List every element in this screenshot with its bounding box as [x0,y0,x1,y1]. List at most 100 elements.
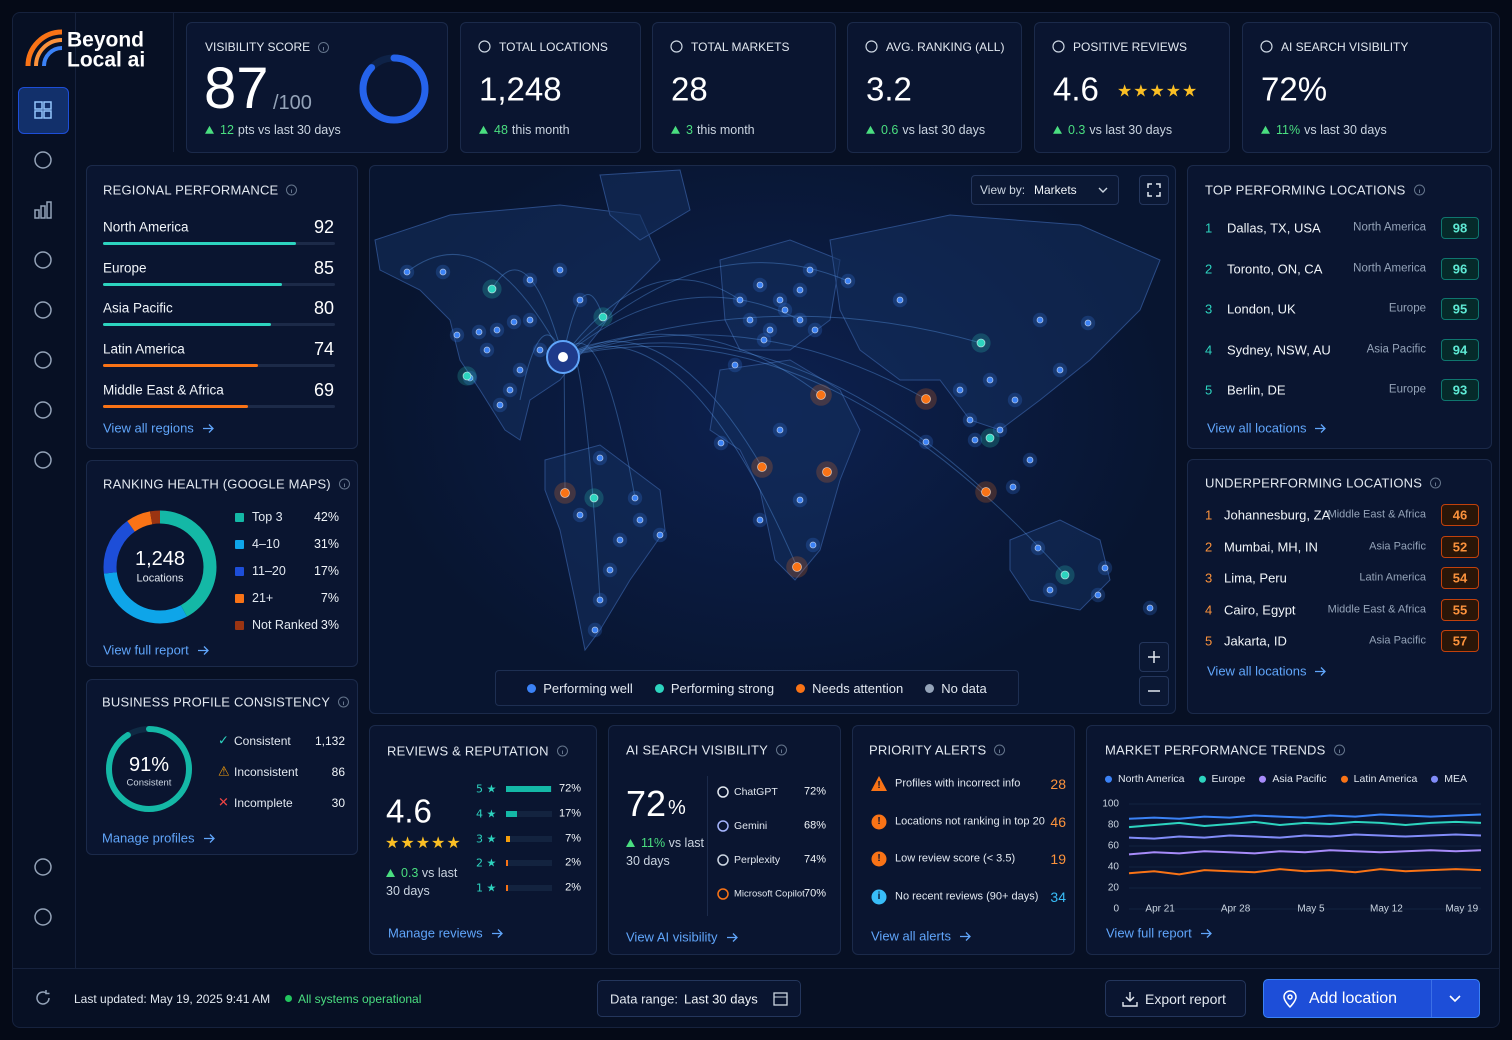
export-button[interactable]: Export report [1105,980,1246,1017]
delta-note: vs last 30 days [1304,122,1387,137]
location-dot [822,467,832,477]
location-name: London, UK [1227,301,1296,317]
kpi-title: AVG. RANKING (ALL) [886,41,1004,53]
location-dot [956,386,964,394]
legend-dot [796,683,806,693]
link[interactable]: View all locations [1207,665,1327,678]
info-icon [338,478,350,490]
view-by-dropdown[interactable]: View by: Markets [971,175,1119,205]
arrow-icon [202,423,214,433]
x-tick-label: May 5 [1297,904,1325,915]
location-dot [487,284,497,294]
download-icon [1122,992,1138,1007]
score: 96 [1452,261,1468,276]
connection-arc [562,279,741,358]
up-triangle [866,126,875,134]
ring-value-label: 91% [128,754,170,776]
icon-shape [34,451,52,469]
continent [709,359,861,581]
location-name: Dallas, TX, USA [1227,220,1321,236]
legend-label: Needs attention [812,680,904,696]
arrow [202,423,214,433]
legend-item: Performing strong [654,682,774,695]
kpi-delta: 48 this month [479,124,570,137]
link[interactable]: Manage profiles [102,832,215,845]
location-dot [1084,319,1092,327]
location-dot [591,626,599,634]
zoom-out-button[interactable] [1139,676,1169,706]
location-dot [1046,586,1054,594]
location-dot [616,536,624,544]
dist-bar [506,885,508,892]
legend-swatch [235,512,244,522]
link[interactable]: Manage reviews [388,927,503,940]
legend-item: Latin America [1340,774,1417,785]
location-name: Toronto, ON, CA [1227,261,1323,276]
info-icon [1413,184,1425,196]
link[interactable]: View full report [1106,927,1212,940]
legend-value: 7% [320,590,339,605]
delta-note: vs last 30 days [1089,122,1173,137]
location-name: Berlin, DE [1227,382,1286,398]
info-icon [1333,744,1345,756]
map-legend: Performing well Performing strong Needs at… [495,670,1019,706]
fullscreen-button[interactable] [1139,175,1169,205]
panel-title: MARKET PERFORMANCE TRENDS [1105,744,1345,757]
alert-shape [871,814,887,830]
link[interactable]: View all locations [1207,422,1327,435]
legend-label: No data [941,680,987,696]
dist-label: 2 ★ [476,856,497,870]
divider [707,776,708,916]
kpi-icon [670,40,683,53]
link[interactable]: View full report [103,644,209,657]
kpi-delta: 0.3 vs last 30 days [1053,124,1172,137]
rank: 5 [1205,633,1213,649]
footer-divider [12,968,1500,969]
location-dot [756,516,764,524]
location-dot [776,296,784,304]
ai-value: 72 [626,783,667,824]
link[interactable]: View all alerts [871,930,971,943]
legend-item: MEA [1431,774,1467,785]
panel-title: PRIORITY ALERTS [869,744,1006,757]
region-score: 92 [313,217,334,237]
logo-shape [717,820,729,832]
link[interactable]: View all regions [103,422,214,435]
grid-square [34,101,43,110]
location-dot [1034,544,1042,552]
link-text: Manage profiles [102,830,195,846]
status-icon: ⚠ [218,764,230,780]
location-region: Middle East & Africa [1327,508,1426,521]
kpi-icon [1260,40,1273,53]
regional-panel: REGIONAL PERFORMANCE North America 92 Europ… [86,165,358,449]
panel-title: TOP PERFORMING LOCATIONS [1205,184,1425,197]
alert-icon [871,851,887,867]
donut-segment [103,510,217,624]
nav-icon [34,251,52,269]
add-location-button[interactable]: Add location [1263,979,1480,1018]
title-text: TOP PERFORMING LOCATIONS [1205,182,1406,198]
legend-dot [1431,775,1439,783]
panel-title: BUSINESS PROFILE CONSISTENCY [102,696,350,709]
dot [654,683,664,693]
panel-title: AI SEARCH VISIBILITY [626,744,787,757]
button-divider [1431,980,1432,1017]
legend-swatch [235,593,244,603]
connection-arc [491,269,564,358]
sidebar [12,12,76,968]
rank: 5 [1205,382,1213,398]
rank: 4 [1205,342,1213,357]
location-dot [976,338,986,348]
location-dot [776,426,784,434]
nav-icon [34,451,52,469]
kpi-value: 28 [671,70,708,108]
date-range[interactable]: Data range: Last 30 days [597,980,801,1017]
info-circle [286,184,298,196]
link[interactable]: View AI visibility [626,931,738,944]
zoom-in-button[interactable] [1139,642,1169,672]
nav-icon [34,908,52,926]
region-name: Latin America [103,341,185,357]
kpi-title-text: TOTAL MARKETS [691,40,790,54]
alert-glyph: ! [877,780,881,791]
alert-count: 19 [1050,851,1066,868]
